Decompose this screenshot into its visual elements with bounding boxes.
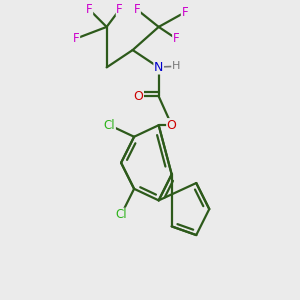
Text: F: F bbox=[134, 3, 140, 16]
Text: F: F bbox=[173, 32, 179, 45]
Text: Cl: Cl bbox=[115, 208, 127, 221]
Text: O: O bbox=[167, 119, 177, 132]
Text: O: O bbox=[134, 90, 143, 103]
Text: F: F bbox=[73, 32, 80, 45]
Text: N: N bbox=[154, 61, 164, 74]
Text: F: F bbox=[86, 3, 93, 16]
Text: F: F bbox=[116, 3, 123, 16]
Text: Cl: Cl bbox=[104, 119, 115, 132]
Text: F: F bbox=[182, 6, 188, 19]
Text: H: H bbox=[172, 61, 180, 71]
